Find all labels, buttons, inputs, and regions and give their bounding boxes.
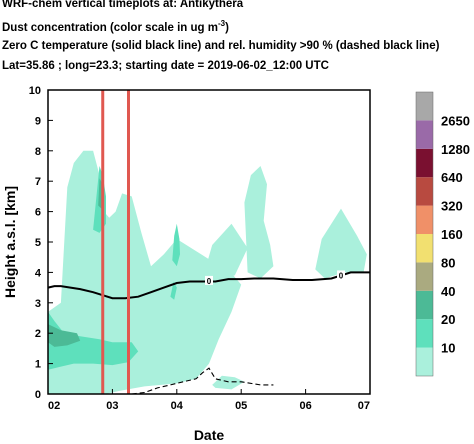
legend-label-640: 640 — [441, 170, 463, 185]
y-tick-label-10: 10 — [29, 85, 41, 97]
x-tick-label-05: 05 — [235, 400, 247, 412]
x-tick-label-07: 07 — [358, 400, 370, 412]
dust-region-10-5 — [212, 375, 245, 390]
legend-swatch-4 — [416, 262, 433, 291]
y-tick-label-6: 6 — [35, 207, 41, 219]
x-axis-label: Date — [194, 427, 225, 443]
dust-region-20-6 — [48, 311, 139, 370]
dust-region-10-2 — [202, 223, 248, 279]
y-tick-label-1: 1 — [35, 359, 41, 371]
dust-region-40-10 — [48, 324, 81, 347]
y-tick-label-2: 2 — [35, 328, 41, 340]
header-line-1: WRF-chem vertical timeplots at: Antikyth… — [2, 0, 244, 10]
header-line-2-text: Dust concentration (color scale in ug m — [2, 21, 218, 34]
y-tick-label-9: 9 — [35, 115, 41, 127]
contour-label-bg-2 — [337, 270, 346, 280]
y-tick-label-4: 4 — [35, 267, 42, 279]
legend-swatch-1 — [416, 347, 433, 376]
legend-label-1280: 1280 — [441, 142, 470, 157]
header-line-4: Lat=35.86 ; long=23.3; starting date = 2… — [2, 60, 329, 72]
legend-label-80: 80 — [441, 255, 455, 270]
legend-swatch-6 — [416, 205, 433, 234]
dust-region-20-8 — [172, 223, 180, 267]
y-tick-label-8: 8 — [35, 146, 41, 158]
contour-label-1: 0 — [207, 277, 212, 286]
header-line-2-sup: -3 — [217, 19, 226, 28]
legend-label-10: 10 — [441, 341, 455, 356]
legend-swatch-8 — [416, 148, 433, 178]
dust-region-20-9 — [170, 281, 177, 300]
y-axis-label: Height a.s.l. [km] — [2, 186, 18, 298]
x-tick-label-03: 03 — [106, 400, 118, 412]
legend-swatch-9 — [416, 120, 433, 149]
legend-swatch-2 — [416, 319, 433, 348]
contour-label-2: 0 — [339, 271, 344, 280]
y-tick-label-7: 7 — [35, 176, 41, 188]
x-tick-label-04: 04 — [171, 400, 184, 412]
legend-label-20: 20 — [441, 312, 455, 327]
dust-region-10-4 — [315, 208, 367, 279]
dust-region-10-3 — [244, 166, 274, 279]
legend-label-320: 320 — [441, 199, 463, 214]
y-tick-label-5: 5 — [35, 237, 41, 249]
legend-swatch-3 — [416, 290, 433, 320]
legend-swatch-10 — [416, 92, 433, 121]
legend-label-160: 160 — [441, 227, 463, 242]
header-line-3: Zero C temperature (solid black line) an… — [2, 40, 440, 52]
y-tick-label-3: 3 — [35, 298, 41, 310]
header-line-2-end: ) — [225, 21, 229, 34]
zero-temperature-line — [47, 271, 370, 300]
contour-label-bg-1 — [205, 275, 213, 285]
header-line-2: Dust concentration (color scale in ug m-… — [2, 17, 229, 35]
y-tick-label-0: 0 — [35, 389, 41, 401]
humidity-dashed-line — [131, 367, 274, 395]
legend-label-2650: 2650 — [441, 113, 470, 128]
x-tick-label-06: 06 — [299, 400, 311, 412]
legend-frame — [415, 91, 434, 377]
legend-swatch-7 — [416, 177, 433, 206]
legend-label-40: 40 — [441, 284, 455, 299]
x-tick-label-02: 02 — [48, 400, 60, 412]
legend-swatch-5 — [416, 234, 433, 263]
